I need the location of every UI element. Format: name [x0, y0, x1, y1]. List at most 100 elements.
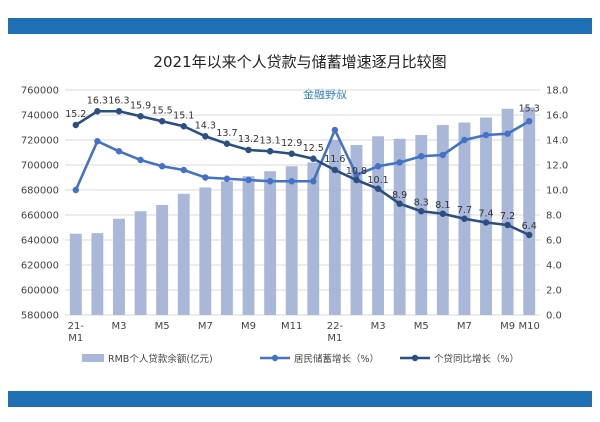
bar [285, 166, 298, 315]
data-point [94, 108, 101, 115]
bar-series [69, 107, 536, 315]
right-axis-tick-label: 8.0 [546, 211, 562, 222]
data-point [72, 186, 79, 194]
left-axis-tick-label: 700000 [21, 161, 59, 172]
x-axis-tick-label: M7 [457, 321, 472, 332]
bar [113, 218, 125, 315]
data-point [418, 153, 425, 160]
left-axis-tick-label: 660000 [21, 211, 59, 222]
data-point [266, 148, 274, 155]
bar [372, 136, 385, 315]
left-axis-tick-label: 580000 [21, 311, 59, 322]
data-point [396, 159, 403, 166]
axes: 580000 600000 620000 640000 660000 680000 7000… [21, 86, 568, 345]
x-axis-tick-label: M3 [371, 321, 386, 332]
watermark-text: 金融野叔 [303, 87, 347, 101]
data-point [526, 231, 533, 239]
x-axis-tick-label: M9 [500, 321, 515, 332]
right-axis-tick-label: 0.0 [546, 311, 562, 322]
legend-label: 居民储蓄增长（%） [294, 353, 379, 365]
bar [134, 211, 147, 315]
data-label: 12.9 [281, 138, 302, 149]
right-axis-tick-label: 14.0 [546, 136, 568, 147]
data-label: 6.4 [522, 221, 537, 232]
data-point [202, 133, 209, 140]
data-point [223, 140, 231, 147]
data-point [396, 200, 403, 207]
data-point [180, 123, 187, 130]
data-point [202, 174, 209, 181]
data-point [158, 118, 166, 125]
data-label: 13.1 [260, 135, 281, 146]
bar [501, 108, 514, 315]
data-point [461, 215, 468, 222]
x-axis-tick-label: 21- [68, 321, 85, 332]
x-axis-tick-label: M3 [111, 321, 126, 332]
x-axis-tick-label: M5 [155, 321, 170, 332]
bar [393, 138, 406, 315]
data-point [331, 166, 339, 174]
data-label: 10.1 [367, 175, 388, 186]
data-point [310, 155, 317, 162]
data-point [223, 175, 231, 182]
top-banner [8, 18, 592, 34]
series-line [74, 120, 530, 191]
data-label: 15.3 [519, 103, 540, 114]
bar [523, 107, 536, 315]
bar [480, 117, 492, 315]
bar [91, 233, 104, 315]
bottom-banner [8, 391, 592, 407]
combo-chart: 2021年以来个人贷款与储蓄增速逐月比较图 金融野叔 15.216.3 16.3 1… [21, 53, 568, 365]
data-label: 16.3 [108, 95, 129, 106]
bar [199, 187, 212, 315]
data-label: 8.3 [414, 197, 429, 208]
chart-title: 2021年以来个人贷款与储蓄增速逐月比较图 [153, 53, 446, 71]
left-axis-tick-label: 740000 [21, 111, 59, 122]
data-point [266, 178, 274, 185]
data-point [180, 166, 187, 174]
x-axis-tick-label: M11 [281, 321, 302, 332]
data-point [331, 126, 339, 134]
data-point [504, 221, 511, 229]
bar [177, 193, 190, 315]
data-point [137, 113, 144, 120]
bar [156, 205, 169, 315]
legend-swatch [82, 354, 104, 362]
legend-label: 个贷同比增长（%） [434, 353, 519, 365]
right-axis-tick-label: 12.0 [546, 161, 568, 172]
data-point [72, 121, 79, 129]
bar [328, 140, 341, 315]
bar [264, 171, 277, 315]
data-label: 15.5 [152, 105, 173, 116]
left-axis-tick-label: 640000 [21, 236, 59, 247]
data-point [288, 178, 295, 185]
chart-panel: 2021年以来个人贷款与储蓄增速逐月比较图 金融野叔 15.2 16.3 16.3 1… [10, 38, 590, 383]
x-axis-tick-label: M1 [68, 333, 83, 344]
data-point [310, 178, 317, 185]
data-label: 11.6 [324, 154, 345, 165]
data-point [504, 130, 511, 137]
legend-label: RMB个人贷款余额(亿元) [108, 353, 213, 365]
line-series: 15.216.3 16.3 15.9 15.5 15.114.313.713.2 13.1… [65, 95, 540, 239]
series-line [75, 109, 530, 237]
data-point [374, 163, 382, 170]
left-axis-tick-label: 760000 [21, 86, 59, 97]
bar [220, 181, 233, 315]
legend-marker [411, 354, 419, 362]
data-point [245, 176, 252, 184]
left-axis-tick-label: 720000 [21, 136, 59, 147]
data-point [158, 163, 166, 170]
bar [415, 135, 428, 315]
data-point [418, 208, 425, 215]
data-point [461, 136, 468, 144]
left-axis-tick-label: 620000 [21, 261, 59, 272]
data-point [526, 118, 533, 125]
data-label: 7.4 [478, 209, 493, 220]
data-point [439, 210, 447, 217]
data-point [439, 151, 447, 159]
data-label: 13.2 [238, 134, 259, 145]
x-axis-tick-label: M9 [241, 321, 256, 332]
data-point [353, 171, 360, 179]
right-axis-tick-label: 16.0 [546, 111, 568, 122]
right-axis-tick-label: 6.0 [546, 236, 562, 247]
